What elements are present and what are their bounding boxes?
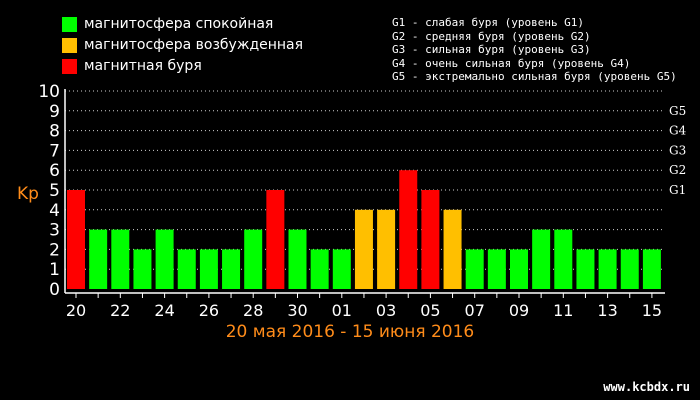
x-tick-label-22: 22	[110, 301, 130, 320]
y-tick-label-3: 3	[49, 221, 60, 241]
legend-label-quiet: магнитосфера спокойная	[84, 16, 274, 32]
y-tick-label-9: 9	[49, 102, 60, 122]
y-tick-label-10: 10	[38, 82, 60, 102]
scale-note-g5: G5 - экстремально сильная буря (уровень …	[392, 70, 677, 83]
y-tick-label-8: 8	[49, 122, 60, 142]
bar-29	[266, 190, 285, 289]
bar-11	[554, 229, 573, 289]
legend-item-quiet: магнитосфера спокойная	[62, 14, 303, 35]
bar-14	[620, 249, 639, 289]
bar-24	[155, 229, 174, 289]
x-tick-label-13: 13	[597, 301, 617, 320]
bar-22	[111, 229, 130, 289]
x-tick-label-28: 28	[243, 301, 263, 320]
x-tick-label-24: 24	[154, 301, 174, 320]
x-tick-label-05: 05	[420, 301, 440, 320]
bar-05	[421, 190, 440, 289]
right-tick-label-g5: G5	[669, 104, 686, 118]
x-tick-label-20: 20	[66, 301, 86, 320]
scale-note-g1: G1 - слабая буря (уровень G1)	[392, 16, 585, 29]
site-url: www.kcbdx.ru	[603, 380, 690, 394]
bar-20	[67, 190, 85, 289]
scale-note-g4: G4 - очень сильная буря (уровень G4)	[392, 56, 631, 70]
y-tick-label-7: 7	[49, 141, 60, 161]
bar-10	[532, 229, 551, 289]
x-tick-label-01: 01	[332, 301, 352, 320]
bar-31	[310, 249, 329, 289]
x-tick-label-15: 15	[642, 301, 662, 320]
right-tick-label-g3: G3	[669, 143, 686, 157]
date-range: 20 мая 2016 - 15 июня 2016	[225, 322, 475, 342]
legend-swatch-quiet	[62, 17, 77, 32]
legend-swatch-storm	[62, 59, 77, 74]
legend-item-excited: магнитосфера возбужденная	[62, 35, 303, 56]
bar-01	[332, 249, 351, 289]
bar-07	[465, 249, 484, 289]
y-tick-label-5: 5	[49, 181, 60, 201]
bar-28	[244, 229, 263, 289]
legend: магнитосфера спокойная магнитосфера возб…	[62, 14, 303, 77]
legend-item-storm: магнитная буря	[62, 56, 303, 77]
legend-label-excited: магнитосфера возбужденная	[84, 37, 304, 53]
bar-30	[288, 229, 307, 289]
bar-12	[576, 249, 595, 289]
x-tick-label-26: 26	[199, 301, 219, 320]
x-tick-label-03: 03	[376, 301, 396, 320]
bar-08	[487, 249, 506, 289]
legend-swatch-excited	[62, 38, 77, 53]
bar-27	[222, 249, 241, 289]
legend-label-storm: магнитная буря	[84, 58, 202, 74]
scale-note-g3: G3 - сильная буря (уровень G3)	[392, 43, 591, 56]
x-tick-label-30: 30	[287, 301, 307, 320]
bar-06	[443, 209, 462, 289]
storm-scale-note: G1 - слабая буря (уровень G1) G2 - средн…	[392, 16, 677, 84]
bar-13	[598, 249, 617, 289]
y-tick-label-1: 1	[49, 260, 60, 280]
bar-04	[399, 170, 418, 289]
bar-15	[642, 249, 661, 289]
y-tick-label-2: 2	[49, 240, 60, 260]
bar-09	[510, 249, 528, 289]
y-axis-label: Kp	[17, 184, 39, 204]
bar-23	[133, 249, 152, 289]
bar-02	[354, 209, 373, 289]
x-tick-label-11: 11	[553, 301, 573, 320]
right-tick-label-g4: G4	[669, 124, 687, 138]
bar-03	[377, 209, 396, 289]
right-tick-label-g1: G1	[669, 183, 686, 197]
x-tick-label-09: 09	[509, 301, 529, 320]
bar-26	[199, 249, 218, 289]
bar-21	[89, 229, 108, 289]
bar-25	[177, 249, 196, 289]
right-tick-label-g2: G2	[669, 163, 686, 177]
y-tick-label-6: 6	[49, 161, 60, 181]
y-tick-label-4: 4	[49, 201, 60, 221]
scale-note-g2: G2 - средняя буря (уровень G2)	[392, 29, 591, 43]
x-tick-label-07: 07	[465, 301, 485, 320]
y-tick-label-0: 0	[49, 280, 60, 300]
